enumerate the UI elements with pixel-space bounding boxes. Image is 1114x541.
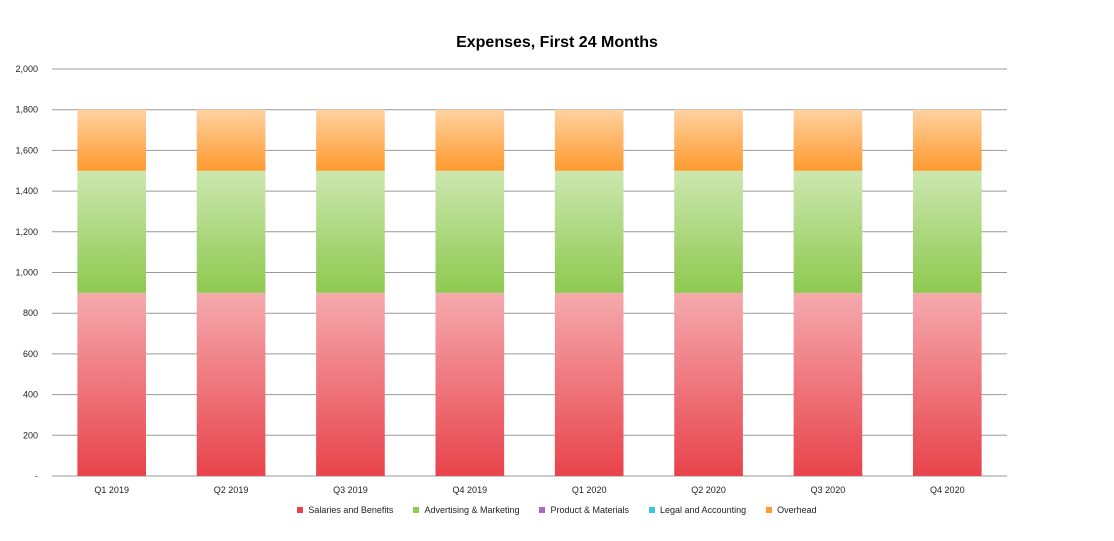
bar-segment [196,292,266,476]
legend-swatch [413,506,420,513]
bar-segment [554,292,624,476]
bar-segment [435,170,505,293]
bar-segment [554,109,624,171]
legend-item: Product & Materials [539,505,629,515]
legend-label: Salaries and Benefits [308,505,394,515]
legend-swatch [539,506,546,513]
x-tick-label: Q3 2019 [333,485,368,495]
legend-swatch [766,506,773,513]
bar-segment [793,292,863,476]
y-tick-label: 1,600 [15,145,38,155]
y-tick-label: - [35,471,38,481]
legend-label: Overhead [777,505,817,515]
bar-segment [316,109,385,171]
y-tick-label: 800 [23,308,38,318]
legend-item: Legal and Accounting [649,505,746,515]
legend-label: Product & Materials [550,505,630,515]
y-tick-label: 200 [23,430,38,440]
bar-segment [912,292,982,476]
y-tick-label: 1,800 [15,105,38,115]
legend-label: Advertising & Marketing [424,505,520,515]
bar-segment [196,170,266,293]
y-tick-label: 400 [23,390,38,400]
chart-legend: Salaries and Benefits Advertising & Marke… [0,505,1114,515]
bar-segment [912,170,982,293]
x-tick-label: Q4 2020 [930,485,965,495]
bar-segment [674,292,743,476]
x-axis-tick-labels: Q1 2019 Q2 2019 Q3 2019 Q4 2019 Q1 2020 Q2 20… [94,485,964,495]
bar-segment [912,109,982,171]
legend-label: Legal and Accounting [660,505,747,515]
bar-segment [793,109,863,171]
x-tick-label: Q4 2019 [453,485,488,495]
bar-series [77,109,982,476]
bar-segment [196,109,266,171]
legend-swatch [649,506,656,513]
y-tick-label: 2,000 [15,64,38,74]
x-tick-label: Q2 2020 [691,485,726,495]
legend-item: Advertising & Marketing [413,505,519,515]
x-tick-label: Q2 2019 [214,485,249,495]
bar-segment [316,292,385,476]
x-tick-label: Q1 2019 [94,485,129,495]
bar-segment [674,109,743,171]
legend-item: Salaries and Benefits [297,505,393,515]
bar-segment [77,292,147,476]
bar-segment [77,170,147,293]
chart-title: Expenses, First 24 Months [456,34,658,51]
legend-item: Overhead [766,505,817,515]
x-tick-label: Q3 2020 [811,485,846,495]
y-axis-tick-labels: - 200 400 600 800 1,000 1,200 1,400 1,600 1,800 2,… [15,64,38,481]
legend-swatch [297,506,304,513]
bar-segment [793,170,863,293]
x-tick-label: Q1 2020 [572,485,607,495]
bar-segment [554,170,624,293]
gridlines [52,68,1007,477]
bar-segment [435,109,505,171]
y-tick-label: 1,400 [15,186,38,196]
bar-segment [435,292,505,476]
y-tick-label: 600 [23,349,38,359]
bar-segment [77,109,147,171]
bar-segment [316,170,385,293]
bar-segment [674,170,743,293]
y-tick-label: 1,200 [15,227,38,237]
y-tick-label: 1,000 [15,268,38,278]
